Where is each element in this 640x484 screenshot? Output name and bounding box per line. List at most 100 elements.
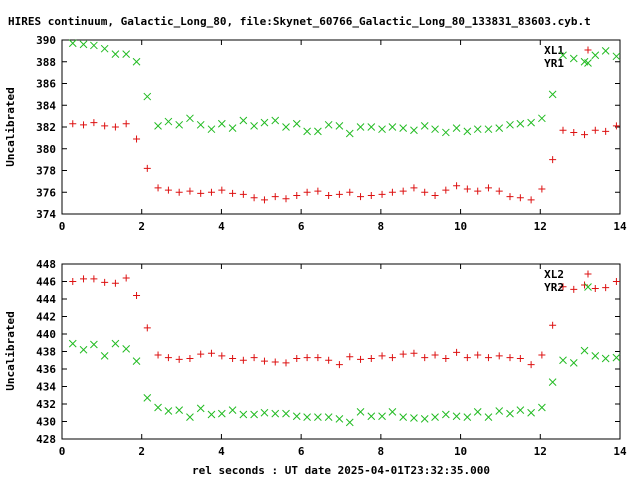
data-point (154, 122, 162, 130)
data-point (217, 409, 226, 418)
data-point (68, 39, 77, 48)
data-point (293, 192, 301, 200)
data-point (122, 345, 131, 353)
data-point (303, 127, 311, 136)
data-point (463, 354, 471, 362)
data-point (175, 355, 183, 363)
data-point (271, 193, 279, 201)
data-point (229, 189, 237, 197)
data-point (399, 124, 408, 132)
data-point (516, 355, 524, 362)
data-point (175, 120, 184, 129)
data-point (346, 188, 354, 196)
y-tick-label: 382 (36, 121, 56, 134)
x-axis-label: rel seconds : UT date 2025-04-01T23:32:3… (192, 464, 490, 477)
data-point (378, 412, 386, 421)
data-point (378, 190, 386, 198)
y-tick-label: 386 (36, 78, 56, 91)
y-tick-label: 448 (36, 258, 56, 271)
data-point (612, 353, 621, 362)
data-point (549, 321, 557, 329)
data-point (495, 407, 504, 415)
x-tick-label: 4 (218, 445, 225, 458)
data-point (80, 121, 88, 129)
data-point (453, 348, 461, 356)
data-point (506, 193, 514, 201)
x-tick-label: 10 (454, 220, 467, 233)
y-tick-label: 436 (36, 363, 56, 376)
bottom-panel: 0 2 4 6 8 10 12 14 428 430 432 434 436 438 440 442 444 44… (4, 258, 627, 477)
data-point (325, 356, 333, 364)
data-point (314, 187, 322, 195)
data-point (69, 120, 77, 128)
data-point (357, 355, 365, 363)
data-point (154, 403, 162, 412)
data-point (612, 122, 620, 130)
data-point (495, 124, 504, 132)
series-YR1 (68, 39, 621, 138)
data-point (324, 413, 333, 421)
data-point (154, 184, 162, 192)
data-point (581, 281, 589, 289)
y-tick-label: 444 (36, 293, 56, 306)
data-point (420, 415, 429, 423)
data-point (581, 131, 589, 139)
data-point (260, 196, 268, 204)
x-tick-label: 6 (298, 220, 305, 233)
x-tick-label: 14 (613, 445, 627, 458)
data-point (250, 354, 258, 362)
data-point (516, 119, 525, 128)
data-point (538, 114, 546, 123)
data-point (132, 57, 141, 66)
data-point (111, 123, 119, 131)
data-point (164, 354, 172, 362)
data-point (154, 351, 162, 359)
data-point (538, 403, 546, 412)
legend-label: YR2 (544, 281, 564, 294)
data-point (239, 190, 247, 198)
data-point (612, 278, 620, 285)
y-tick-label: 384 (36, 99, 56, 112)
figure-title: HIRES continuum, Galactic_Long_80, file:… (8, 15, 591, 28)
data-point (591, 352, 600, 360)
y-tick-label: 434 (36, 381, 56, 394)
data-point (335, 190, 343, 198)
data-point (527, 196, 535, 204)
data-point (506, 120, 514, 129)
data-point (79, 345, 88, 354)
data-point (569, 359, 578, 367)
data-point (399, 350, 407, 358)
data-point (164, 407, 173, 415)
x-tick-label: 14 (613, 220, 627, 233)
data-point (559, 51, 567, 60)
data-point (591, 285, 599, 292)
data-point (260, 357, 268, 365)
y-tick-label: 428 (36, 433, 56, 446)
data-point (548, 378, 557, 386)
data-point (314, 413, 322, 421)
data-point (527, 118, 535, 127)
y-axis-label: Uncalibrated (4, 87, 17, 166)
x-tick-label: 0 (59, 445, 66, 458)
data-point (602, 127, 610, 135)
data-point (164, 117, 173, 126)
data-point (463, 185, 471, 193)
data-point (420, 122, 429, 130)
data-point (122, 50, 131, 58)
data-point (335, 122, 344, 130)
data-point (324, 120, 333, 129)
data-point (367, 192, 375, 200)
data-point (559, 126, 567, 134)
data-point (410, 414, 418, 422)
x-tick-label: 2 (138, 220, 145, 233)
legend-label: XL1 (544, 44, 564, 57)
legend-marker (584, 270, 592, 278)
data-point (250, 122, 258, 130)
data-point (484, 354, 492, 362)
legend-label: YR1 (544, 57, 564, 70)
data-point (570, 285, 578, 293)
y-tick-label: 376 (36, 186, 56, 199)
y-tick-label: 378 (36, 165, 56, 178)
data-point (559, 283, 567, 291)
